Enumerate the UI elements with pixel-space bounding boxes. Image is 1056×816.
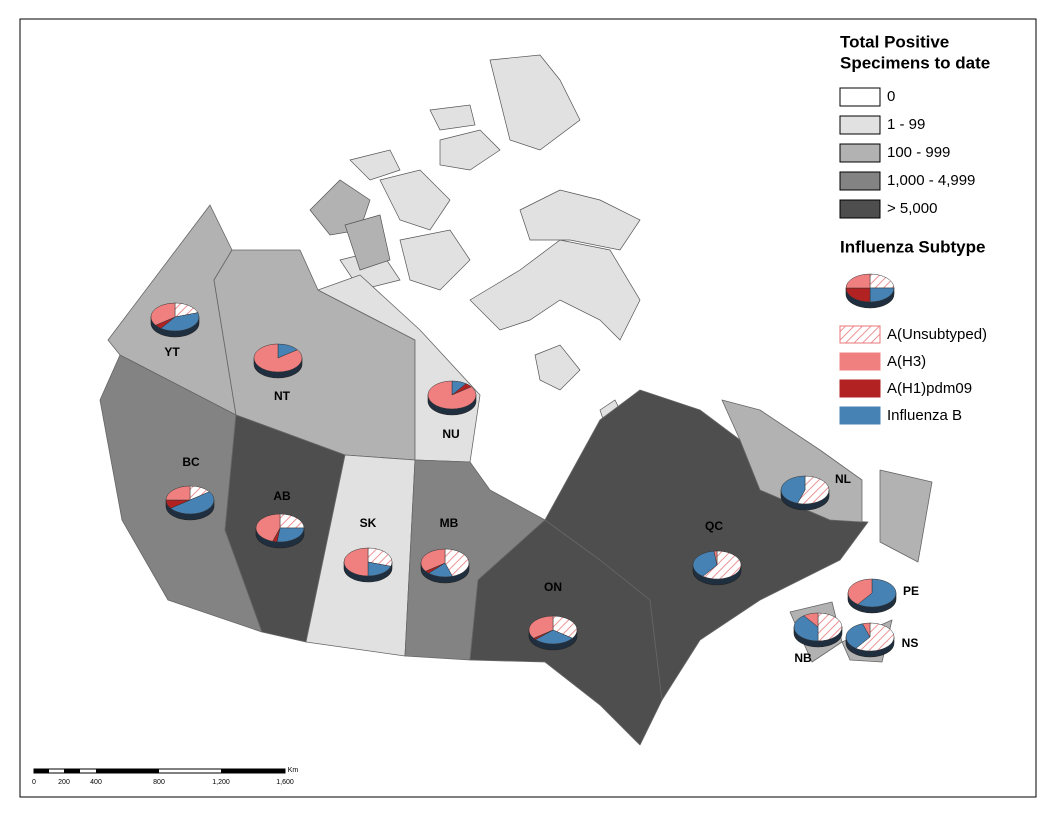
pie-slice (255, 513, 281, 542)
province-label: ON (544, 580, 562, 594)
pie-slice (276, 527, 305, 543)
legend-label: 1 - 99 (887, 116, 925, 133)
pie-slice (528, 615, 554, 639)
pie-slice (150, 302, 176, 326)
pie-slice (170, 491, 215, 515)
legend-swatch (839, 406, 881, 425)
pie-slice (165, 485, 191, 501)
pie-slice (279, 513, 305, 529)
scale-label: 200 (58, 779, 70, 786)
pie-slice (160, 312, 200, 332)
scale-bar: 0 200 400 800 1,200 1,600 Km (32, 767, 298, 786)
legend-swatch (839, 171, 881, 191)
pie-slice (845, 287, 871, 303)
legend-swatch (839, 87, 881, 107)
pie-slice (420, 548, 446, 572)
legend-title: Influenza Subtype (840, 237, 985, 256)
scale-label: 1,200 (212, 779, 230, 786)
pie-slice (702, 550, 742, 580)
province-label: AB (273, 489, 291, 503)
pie-slice (817, 612, 843, 642)
legend: Total Positive Specimens to date 0 1 - 99 10… (839, 32, 990, 425)
pie-slice (535, 629, 573, 645)
pie-slice (803, 612, 819, 628)
scale-label: 400 (90, 779, 102, 786)
provinces (99, 204, 933, 746)
pie-slice (780, 475, 806, 504)
pie-slice (444, 548, 470, 577)
pie-slice (869, 273, 895, 289)
pie-slice (427, 380, 477, 410)
legend-label: A(H1)pdm09 (887, 380, 972, 397)
province-label: NB (794, 651, 812, 665)
legend-label: Influenza B (887, 407, 962, 424)
pie-slice (793, 615, 819, 642)
scale-bar-segment (96, 769, 159, 773)
province-label: NU (442, 427, 459, 441)
pie-slice (367, 547, 393, 567)
pie-slice (855, 622, 895, 652)
pies: YT NT NU BC AB SK MB ON QC NL PE NB NS (150, 302, 919, 665)
province-label: MB (440, 516, 459, 530)
legend-swatch (839, 115, 881, 135)
pie-slice (869, 287, 895, 303)
legend-label: A(H3) (887, 353, 926, 370)
pie-slice (845, 273, 871, 289)
scale-bar-segment (64, 769, 80, 773)
pie-slice (343, 547, 369, 577)
pie-slice (253, 343, 303, 373)
legend-swatch (839, 352, 881, 371)
province-label: BC (182, 455, 200, 469)
province-shape (544, 389, 869, 701)
pie-slice (862, 622, 871, 638)
scale-label: 800 (153, 779, 165, 786)
scale-bar-segment (34, 769, 49, 773)
legend-label: > 5,000 (887, 200, 937, 217)
legend-label: 100 - 999 (887, 144, 950, 161)
scale-label: 1,600 (276, 779, 294, 786)
province-shape (879, 469, 933, 563)
legend-swatch (839, 325, 881, 344)
scale-bar-segment (221, 769, 285, 773)
province-label: NT (274, 389, 291, 403)
legend-label: A(Unsubtyped) (887, 326, 987, 343)
legend-label: 0 (887, 88, 895, 105)
legend-label: 1,000 - 4,999 (887, 172, 975, 189)
pie-slice (797, 475, 830, 505)
pie-slice (713, 550, 718, 566)
province-label: SK (360, 516, 377, 530)
arctic-islands (339, 54, 641, 426)
legend-swatch (839, 199, 881, 219)
province-label: YT (164, 345, 180, 359)
pie-slice (692, 550, 718, 577)
legend-title: Total Positive (840, 32, 949, 51)
legend-swatch (839, 143, 881, 163)
legend-title: Specimens to date (840, 53, 990, 72)
scale-label: 0 (32, 779, 36, 786)
pie-slice (857, 578, 897, 608)
pie-slice (845, 623, 871, 649)
province-label: NL (835, 472, 851, 486)
province-shape (317, 274, 481, 463)
pie-slice (552, 615, 578, 639)
province-label: QC (705, 519, 723, 533)
scale-unit: Km (288, 767, 299, 774)
province-label: PE (903, 584, 919, 598)
legend-swatch (839, 379, 881, 398)
province-label: NS (902, 636, 919, 650)
pie-slice (847, 578, 873, 605)
yukon-islands (309, 179, 391, 271)
